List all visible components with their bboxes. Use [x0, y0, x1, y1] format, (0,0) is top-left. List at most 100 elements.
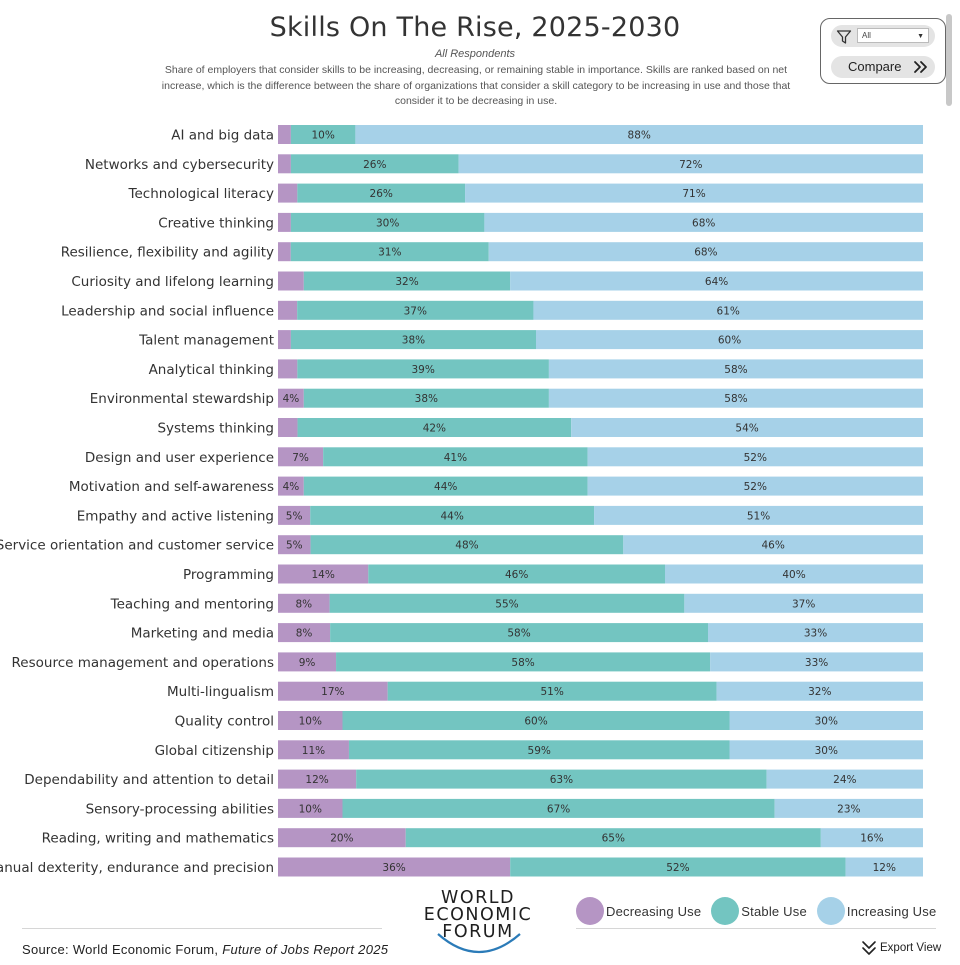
data-label-stable: 26%: [363, 159, 386, 171]
bar-segment-increasing[interactable]: [729, 740, 924, 760]
data-label-increasing: 72%: [679, 159, 702, 171]
bar-segment-stable[interactable]: [356, 769, 767, 789]
bar-segment-stable[interactable]: [303, 271, 511, 291]
bar-segment-increasing[interactable]: [355, 125, 923, 144]
bar-segment-increasing[interactable]: [845, 857, 923, 877]
bar-segment-stable[interactable]: [297, 418, 572, 437]
bar-segment-stable[interactable]: [405, 828, 821, 848]
bar-segment-decreasing[interactable]: [278, 564, 369, 584]
bar-segment-increasing[interactable]: [548, 388, 923, 408]
bar-segment-decreasing[interactable]: [278, 652, 337, 672]
chart-description: Share of employers that consider skills …: [161, 64, 791, 107]
bar-segment-stable[interactable]: [329, 593, 685, 613]
bar-segment-increasing[interactable]: [594, 505, 923, 525]
bar-segment-decreasing[interactable]: [278, 535, 311, 555]
bar-segment-decreasing[interactable]: [278, 418, 298, 437]
bar-segment-increasing[interactable]: [729, 711, 924, 730]
bar-segment-increasing[interactable]: [488, 242, 923, 262]
bar-segment-increasing[interactable]: [533, 300, 923, 320]
bar-segment-decreasing[interactable]: [278, 242, 291, 262]
export-view-button[interactable]: Export View: [860, 939, 941, 957]
bar-segment-increasing[interactable]: [684, 593, 923, 613]
bar-segment-stable[interactable]: [290, 125, 356, 144]
respondent-filter-select[interactable]: All ▼: [857, 28, 929, 43]
vertical-scrollbar[interactable]: [946, 14, 952, 106]
bar-segment-decreasing[interactable]: [278, 447, 324, 467]
bar-segment-decreasing[interactable]: [278, 711, 343, 730]
filter-control[interactable]: All ▼: [831, 25, 935, 47]
chart-row: Multi-lingualism 17% 51% 32%: [167, 681, 923, 701]
row-label: Sensory-processing abilities: [86, 801, 274, 817]
bar-segment-decreasing[interactable]: [278, 154, 291, 174]
bar-segment-stable[interactable]: [336, 652, 711, 672]
logo-line-world: WORLD: [441, 888, 515, 908]
bar-segment-decreasing[interactable]: [278, 857, 511, 877]
bar-segment-increasing[interactable]: [548, 359, 923, 379]
bar-segment-increasing[interactable]: [716, 681, 923, 701]
bar-segment-increasing[interactable]: [465, 183, 923, 203]
bar-segment-stable[interactable]: [310, 505, 595, 525]
bar-segment-decreasing[interactable]: [278, 828, 406, 848]
bar-segment-stable[interactable]: [342, 711, 730, 730]
bar-segment-stable[interactable]: [323, 447, 588, 467]
bar-segment-stable[interactable]: [348, 740, 730, 760]
bar-segment-stable[interactable]: [342, 798, 775, 818]
bar-segment-decreasing[interactable]: [278, 212, 291, 232]
bar-segment-increasing[interactable]: [820, 828, 923, 848]
bar-segment-stable[interactable]: [297, 359, 549, 379]
bar-segment-increasing[interactable]: [510, 271, 923, 291]
compare-button[interactable]: Compare: [831, 56, 935, 78]
bar-segment-increasing[interactable]: [623, 535, 923, 555]
bar-segment-decreasing[interactable]: [278, 183, 298, 203]
bar-segment-increasing[interactable]: [774, 798, 923, 818]
bar-segment-stable[interactable]: [387, 681, 717, 701]
bar-segment-increasing[interactable]: [587, 447, 923, 467]
logo-line-economic: ECONOMIC: [423, 905, 533, 925]
data-label-stable: 26%: [370, 188, 393, 200]
bar-segment-decreasing[interactable]: [278, 593, 330, 613]
bar-segment-stable[interactable]: [297, 300, 534, 320]
filter-icon[interactable]: [836, 29, 852, 45]
bar-segment-stable[interactable]: [290, 154, 459, 174]
bar-segment-increasing[interactable]: [665, 564, 923, 584]
data-label-increasing: 51%: [747, 510, 770, 522]
bar-segment-decreasing[interactable]: [278, 300, 298, 320]
bar-segment-decreasing[interactable]: [278, 769, 357, 789]
bar-segment-decreasing[interactable]: [278, 798, 343, 818]
bar-segment-increasing[interactable]: [710, 652, 923, 672]
bar-segment-decreasing[interactable]: [278, 681, 388, 701]
bar-segment-increasing[interactable]: [766, 769, 923, 789]
bar-segment-stable[interactable]: [303, 388, 549, 408]
bar-segment-increasing[interactable]: [458, 154, 923, 174]
bar-segment-stable[interactable]: [368, 564, 665, 584]
bar-segment-decreasing[interactable]: [278, 740, 349, 760]
bar-segment-decreasing[interactable]: [278, 330, 291, 350]
bar-segment-stable[interactable]: [290, 242, 489, 262]
bar-segment-decreasing[interactable]: [278, 623, 331, 643]
data-label-stable: 59%: [528, 745, 551, 757]
bar-segment-stable[interactable]: [297, 183, 466, 203]
bar-segment-increasing[interactable]: [484, 212, 923, 232]
bar-segment-increasing[interactable]: [708, 623, 923, 643]
bar-segment-decreasing[interactable]: [278, 359, 298, 379]
data-label-increasing: 68%: [692, 217, 715, 229]
data-label-increasing: 61%: [717, 305, 740, 317]
row-label: Systems thinking: [157, 421, 274, 437]
bar-segment-stable[interactable]: [303, 476, 588, 496]
data-label-decreasing: 7%: [292, 452, 309, 464]
bar-segment-stable[interactable]: [290, 330, 536, 350]
bar-segment-increasing[interactable]: [536, 330, 923, 350]
filter-selected-value: All: [862, 31, 871, 40]
bar-segment-stable[interactable]: [310, 535, 624, 555]
bar-segment-decreasing[interactable]: [278, 125, 291, 144]
bar-segment-stable[interactable]: [510, 857, 846, 877]
bar-segment-increasing[interactable]: [571, 418, 923, 437]
bar-segment-increasing[interactable]: [587, 476, 923, 496]
bar-segment-decreasing[interactable]: [278, 271, 304, 291]
bar-segment-decreasing[interactable]: [278, 476, 304, 496]
chart-row: Environmental stewardship 4% 38% 58%: [90, 388, 923, 408]
bar-segment-stable[interactable]: [330, 623, 708, 643]
bar-segment-decreasing[interactable]: [278, 388, 304, 408]
bar-segment-decreasing[interactable]: [278, 505, 311, 525]
bar-segment-stable[interactable]: [290, 212, 485, 232]
